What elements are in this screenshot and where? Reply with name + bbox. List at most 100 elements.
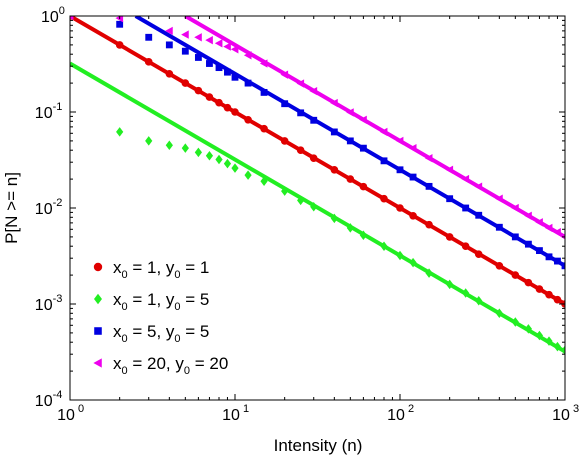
series-1-point — [535, 330, 544, 341]
legend-text-part: = 20 — [190, 354, 228, 373]
series-3-point — [424, 154, 433, 163]
series-1-point — [281, 186, 289, 196]
series-2-point — [194, 54, 202, 61]
y-tick-label: 10 — [35, 105, 53, 122]
series-3-point — [535, 218, 543, 227]
y-tick-exponent: -3 — [53, 293, 63, 305]
y-tick-exponent: -2 — [53, 197, 63, 209]
series-0-point — [244, 115, 252, 124]
legend-entry-3: x0 = 20, y0 = 20 — [113, 354, 228, 377]
series-2-point — [359, 144, 367, 152]
series-3-point — [408, 143, 417, 153]
series-3-point — [379, 127, 388, 137]
series-3-point — [230, 45, 239, 54]
y-tick-label: 10 — [35, 393, 53, 410]
series-3-point — [346, 108, 354, 117]
series-2-point — [297, 109, 305, 117]
series-3-fit-line — [184, 16, 565, 239]
series-1-point — [425, 268, 433, 278]
series-1-point — [511, 317, 519, 327]
legend-subscript: 0 — [122, 269, 128, 281]
legend-marker-3 — [93, 358, 102, 368]
series-1-point — [553, 341, 562, 352]
series-2-point — [181, 47, 189, 55]
legend-entry-1: x0 = 1, y0 = 5 — [113, 290, 209, 313]
series-0-point — [194, 86, 203, 95]
series-2-point — [561, 262, 565, 270]
legend-subscript: 0 — [174, 269, 180, 281]
series-1-point — [446, 279, 454, 290]
legend-text-part: x — [113, 290, 122, 309]
series-0-point — [461, 242, 470, 251]
series-2-point — [310, 116, 318, 124]
series-0-point — [115, 41, 124, 49]
series-0-point — [330, 165, 339, 174]
series-0-point — [409, 211, 417, 220]
series-1-point — [181, 143, 189, 153]
series-1-point — [475, 296, 483, 306]
series-2-point — [231, 73, 239, 81]
series-2-point — [554, 257, 561, 265]
series-1-point — [462, 288, 470, 298]
legend-subscript: 0 — [174, 333, 180, 345]
series-1-point — [244, 170, 252, 180]
series-3-point — [243, 51, 252, 60]
series-3-point — [70, 16, 74, 21]
legend-text-part: = 20, y — [128, 354, 185, 373]
y-tick-label: 10 — [35, 201, 53, 218]
series-3-point — [165, 26, 173, 36]
legend-text-part: = 5 — [181, 290, 210, 309]
series-3-point — [495, 194, 503, 203]
series-1-point — [116, 127, 124, 137]
legend-text-part: = 5 — [181, 322, 210, 341]
series-1-point — [260, 176, 268, 186]
series-2-point — [425, 182, 433, 190]
series-2-point — [396, 166, 404, 174]
legend-text-part: x — [113, 258, 122, 277]
series-2-point — [524, 240, 532, 248]
y-axis-label: P[N >= n] — [2, 172, 21, 244]
series-3-point — [214, 39, 223, 48]
series-0-point — [511, 271, 520, 279]
series-2-point — [446, 195, 454, 203]
series-3-point — [511, 203, 519, 213]
series-0-point — [223, 103, 232, 112]
series-2-point — [260, 88, 268, 96]
series-2-point — [145, 33, 153, 41]
legend-subscript: 0 — [122, 365, 128, 377]
series-2-point — [462, 204, 470, 212]
series-0-point — [396, 204, 404, 212]
series-3-point — [115, 16, 124, 23]
legend-subscript: 0 — [184, 365, 190, 377]
series-3-point — [445, 165, 454, 174]
series-0-point — [280, 137, 289, 145]
legend-subscript: 0 — [122, 333, 128, 345]
series-2-point — [380, 157, 388, 165]
series-0-point — [425, 220, 433, 229]
series-0-point — [165, 69, 174, 78]
series-3-point — [461, 174, 470, 184]
legend-text-part: = 1, y — [128, 258, 175, 277]
x-tick-label: 10 — [387, 407, 405, 424]
series-3-point — [181, 30, 189, 39]
series-1-point — [330, 213, 338, 224]
series-2-point — [409, 173, 417, 181]
series-1-point — [194, 147, 203, 158]
series-2-point — [545, 253, 553, 261]
series-2-point — [475, 211, 483, 219]
series-3-point — [280, 70, 289, 79]
legend-marker-0 — [93, 262, 103, 272]
axes: 10 0 10 1 10 2 10 310 010 -110 -210 -310 -4 — [35, 5, 579, 424]
series-3-point — [296, 79, 305, 88]
legend-subscript: 0 — [174, 301, 180, 313]
series-0-point — [495, 261, 504, 270]
series-1-point — [380, 241, 388, 251]
x-tick-exponent: 1 — [243, 403, 249, 415]
x-axis-label: Intensity (n) — [274, 436, 363, 455]
series-3-point — [395, 136, 404, 146]
series-1-point — [215, 154, 223, 165]
series-1-point — [359, 230, 368, 241]
series-2-point — [536, 247, 543, 255]
legend-text-part: x — [113, 354, 122, 373]
